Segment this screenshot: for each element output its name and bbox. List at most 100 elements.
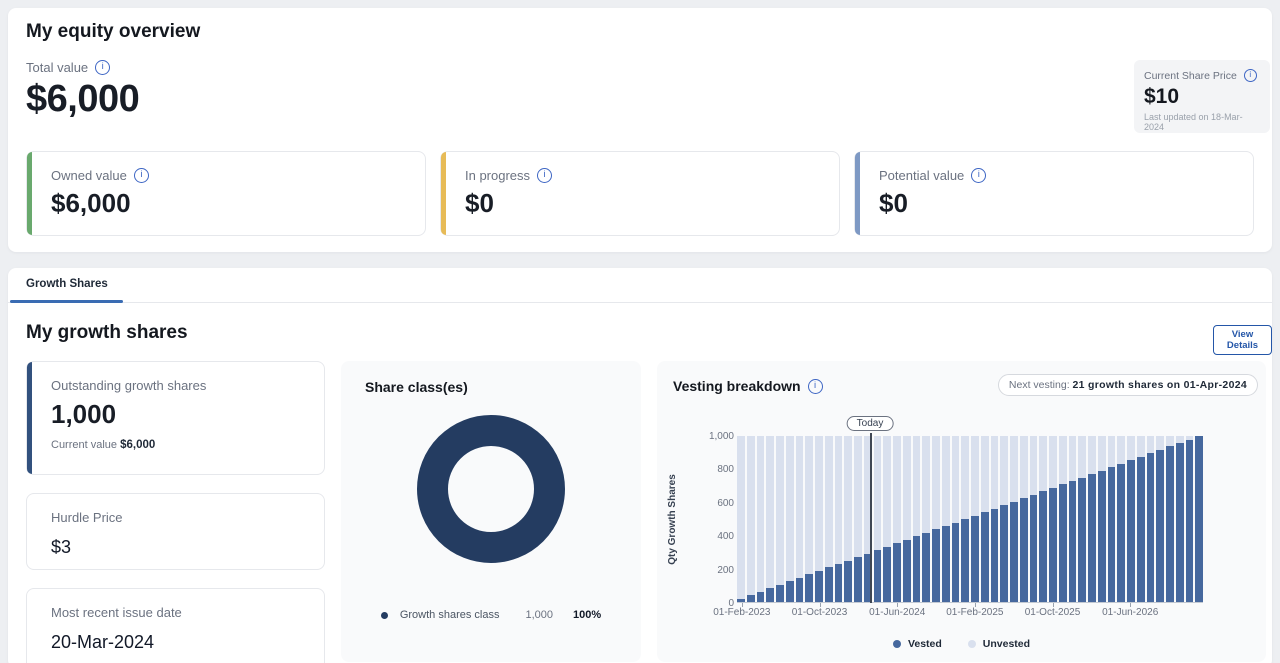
vested-segment: [766, 588, 774, 602]
in-progress-accent: [441, 152, 446, 235]
vested-segment: [795, 577, 804, 602]
vested-segment: [1127, 460, 1135, 602]
vested-segment: [805, 574, 813, 602]
vesting-bar: [1166, 436, 1174, 602]
today-marker-pill: Today: [846, 416, 894, 431]
vested-segment: [990, 508, 999, 602]
tab-growth-shares[interactable]: Growth Shares: [26, 278, 108, 290]
vesting-bar: [980, 436, 989, 602]
vested-segment: [824, 567, 833, 602]
y-tick-label: 1,000: [708, 431, 734, 442]
share-class-title: Share class(es): [365, 379, 468, 395]
equity-value-cards: Owned value i $6,000 In progress i $0 Po…: [26, 151, 1254, 236]
owned-value-card: Owned value i $6,000: [26, 151, 426, 236]
current-share-price-card: Current Share Price i $10 Last updated o…: [1134, 60, 1270, 133]
vested-segment: [1097, 470, 1106, 602]
vested-segment: [1019, 498, 1028, 602]
vested-segment: [1117, 463, 1125, 602]
x-tick-mark: [897, 603, 899, 607]
vesting-header: Vesting breakdown i: [673, 378, 823, 394]
vested-segment: [951, 522, 960, 602]
vested-segment: [776, 584, 784, 602]
vesting-bar: [941, 436, 950, 602]
vesting-bar: [1000, 436, 1008, 602]
next-vesting-label: Next vesting:: [1008, 379, 1070, 391]
total-value-info-icon[interactable]: i: [95, 60, 111, 75]
x-tick-label: 01-Feb-2025: [946, 607, 1004, 618]
share-price-value: $10: [1144, 85, 1180, 108]
vesting-bar: [932, 436, 940, 602]
vesting-bar: [883, 436, 891, 602]
next-vesting-value: 21 growth shares on 01-Apr-2024: [1072, 379, 1247, 391]
equity-overview-section: My equity overview Total value i $6,000 …: [8, 8, 1272, 252]
growth-shares-section: Growth Shares My growth shares View Deta…: [8, 268, 1272, 663]
vesting-bar: [873, 436, 882, 602]
y-tick-label: 400: [717, 531, 734, 543]
issue-date-value: 20-Mar-2024: [51, 632, 155, 652]
vested-segment: [1136, 456, 1145, 602]
view-details-button[interactable]: View Details: [1213, 325, 1272, 355]
outstanding-accent: [27, 362, 32, 474]
vesting-info-icon[interactable]: i: [807, 378, 823, 394]
vested-segment: [756, 591, 765, 602]
vesting-bar: [1127, 436, 1135, 602]
x-tick-label: 01-Oct-2025: [1024, 607, 1081, 618]
vesting-title: Vesting breakdown: [673, 378, 801, 394]
vested-segment: [1185, 439, 1194, 602]
vested-segment: [883, 546, 891, 602]
outstanding-label: Outstanding growth shares: [51, 378, 207, 393]
vested-segment: [1175, 442, 1184, 602]
in-progress-info-icon[interactable]: i: [537, 168, 553, 183]
vested-segment: [932, 529, 940, 602]
potential-value-info-icon[interactable]: i: [971, 168, 987, 183]
potential-value-amount: $0: [879, 188, 908, 218]
vested-segment: [1049, 487, 1057, 602]
current-value-label: Current value: [51, 439, 118, 451]
vested-segment: [863, 553, 872, 602]
issue-date-card: Most recent issue date 20-Mar-2024: [26, 588, 325, 663]
share-price-info-icon[interactable]: i: [1243, 69, 1257, 82]
x-tick-mark: [819, 603, 821, 607]
vesting-bar: [1068, 436, 1077, 602]
share-class-legend-pct: 100%: [573, 609, 602, 621]
owned-value-info-icon[interactable]: i: [133, 168, 149, 183]
vesting-bar: [766, 436, 774, 602]
vesting-legend-label: Unvested: [982, 638, 1031, 650]
outstanding-value: 1,000: [51, 399, 117, 429]
vesting-bar: [1146, 436, 1155, 602]
share-class-donut-chart: [417, 415, 565, 563]
vested-segment: [1156, 449, 1164, 602]
active-tab-underline: [10, 300, 123, 303]
vesting-bar: [776, 436, 784, 602]
share-price-updated: Last updated on 18-Mar-2024: [1144, 112, 1243, 132]
vesting-bar: [1039, 436, 1047, 602]
vested-segment: [1000, 505, 1008, 602]
x-tick-label: 01-Feb-2023: [713, 607, 771, 618]
share-class-panel: Share class(es) Growth shares class 1,00…: [341, 361, 641, 662]
vesting-bar: [893, 436, 901, 602]
total-value-label: Total value: [26, 60, 89, 75]
tab-bar: Growth Shares: [8, 268, 1272, 303]
vesting-bar: [912, 436, 921, 602]
vesting-bars: [737, 436, 1203, 602]
vested-segment: [961, 519, 969, 602]
hurdle-price-label: Hurdle Price: [51, 510, 123, 525]
vesting-bar: [1175, 436, 1184, 602]
vesting-bar: [1029, 436, 1038, 602]
vested-segment: [1195, 436, 1203, 602]
vested-segment: [854, 557, 862, 602]
vesting-bar: [1097, 436, 1106, 602]
x-tick-label: 01-Oct-2023: [791, 607, 848, 618]
vesting-bar: [1019, 436, 1028, 602]
share-price-label: Current Share Price: [1144, 69, 1237, 82]
x-tick-mark: [741, 603, 743, 607]
vesting-bar: [737, 436, 745, 602]
vested-segment: [941, 525, 950, 602]
vesting-bar: [1078, 436, 1086, 602]
vesting-bar: [1010, 436, 1018, 602]
vesting-bar: [844, 436, 852, 602]
y-tick-label: 200: [717, 564, 734, 576]
owned-value-label: Owned value: [51, 168, 127, 183]
vesting-bar: [902, 436, 911, 602]
x-tick-mark: [974, 603, 976, 607]
